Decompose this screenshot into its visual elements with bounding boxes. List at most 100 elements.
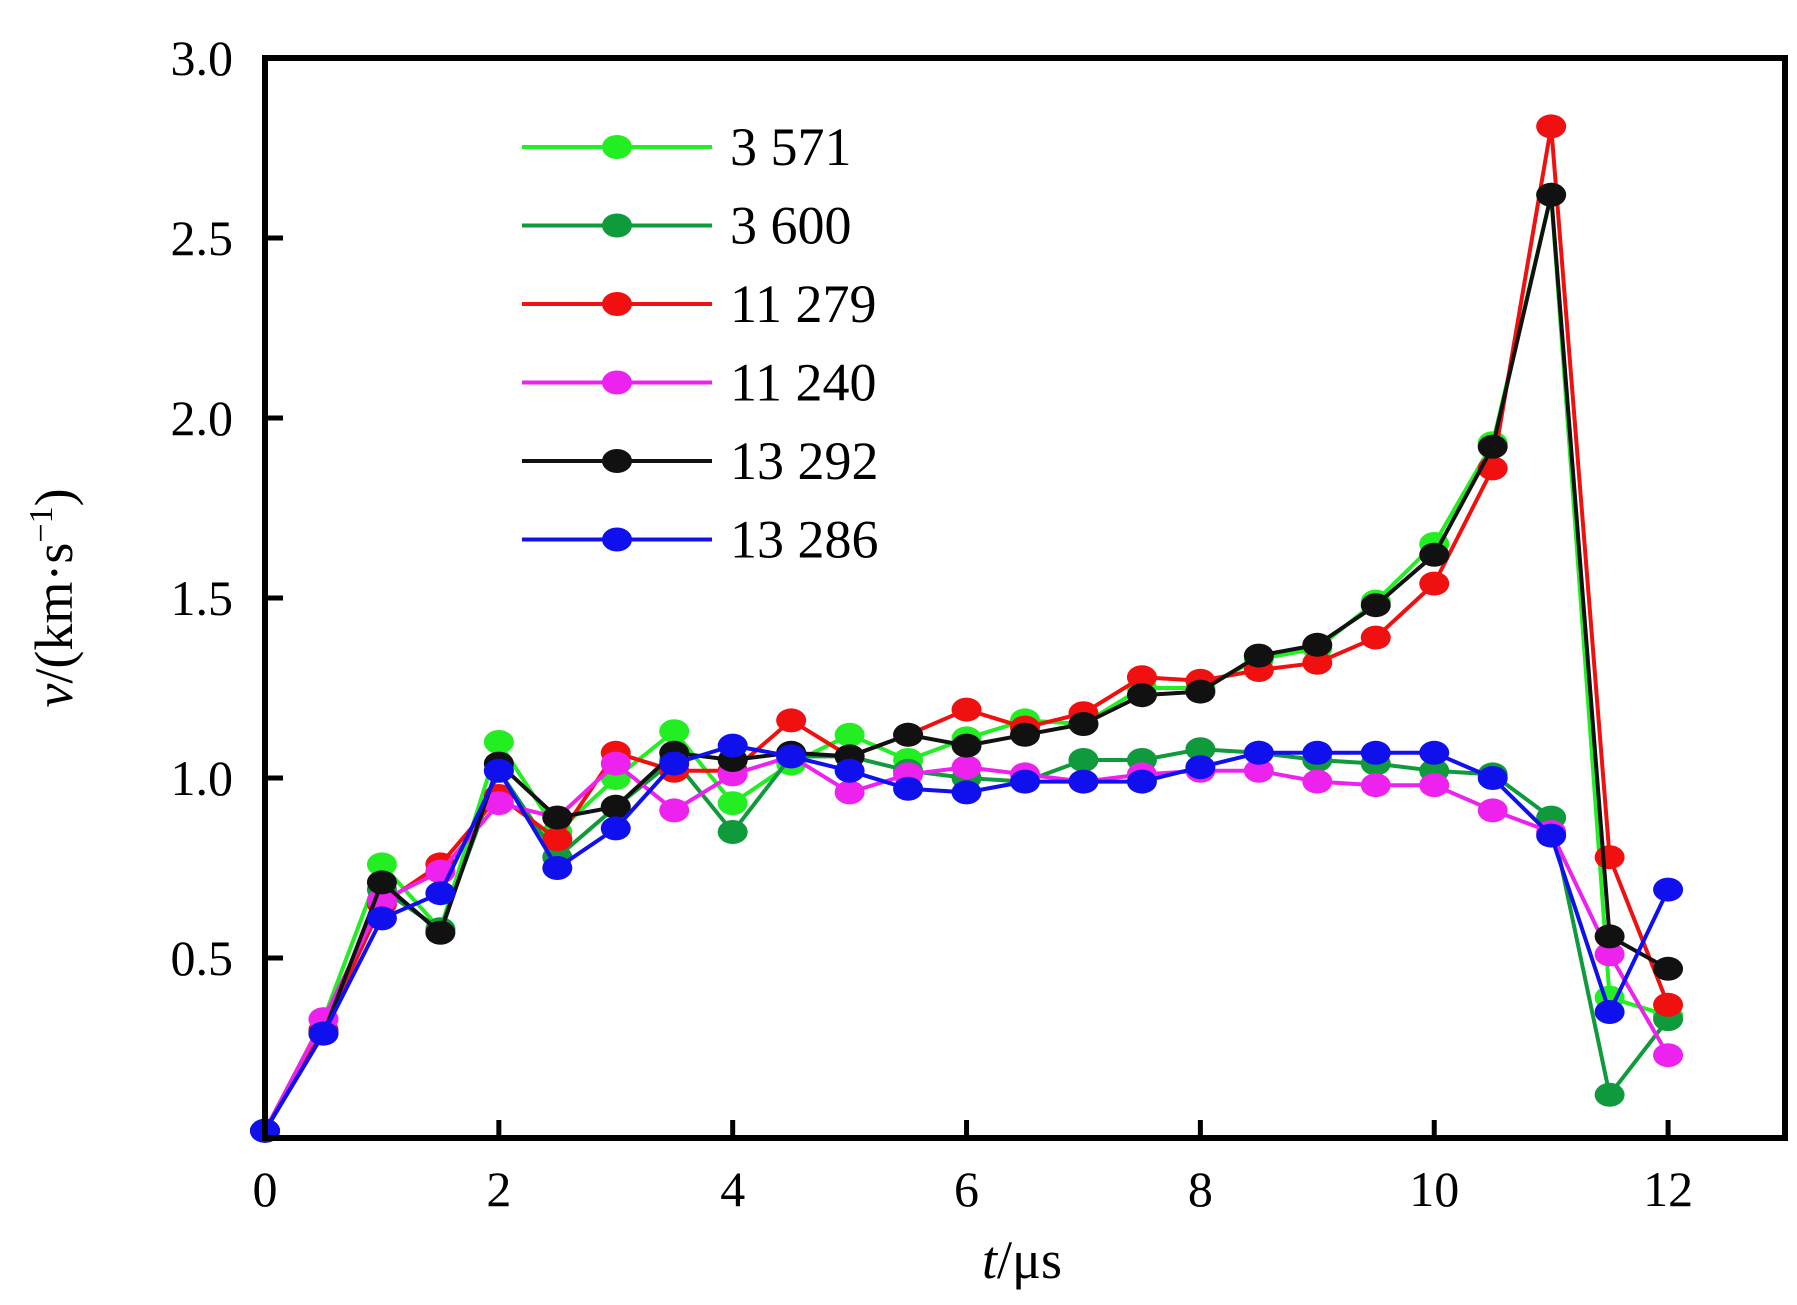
data-point — [893, 722, 924, 747]
x-tick-label: 8 — [1188, 1161, 1213, 1217]
data-point — [1010, 722, 1040, 747]
legend-marker — [602, 449, 632, 473]
y-axis-label: v/(km·s−1) — [23, 488, 84, 707]
data-point — [834, 722, 865, 747]
data-point — [834, 758, 865, 783]
legend-label: 13 292 — [730, 431, 879, 491]
data-point — [1536, 182, 1567, 207]
data-point — [1419, 740, 1450, 765]
x-tick-label: 10 — [1409, 1161, 1459, 1217]
data-point — [1477, 798, 1508, 823]
data-point — [483, 758, 514, 783]
data-point — [1185, 679, 1216, 704]
data-point — [1653, 1043, 1684, 1068]
legend-marker — [602, 213, 632, 238]
data-point — [1536, 114, 1567, 139]
data-point — [717, 733, 748, 758]
data-point — [366, 906, 397, 931]
data-point — [600, 751, 631, 776]
data-point — [951, 733, 982, 758]
legend-marker — [602, 527, 632, 552]
data-point — [425, 881, 456, 906]
legend-item: 3 600 — [522, 196, 852, 256]
data-point — [1126, 769, 1157, 794]
x-tick-label: 6 — [954, 1161, 979, 1217]
data-point — [600, 816, 631, 841]
legend-marker — [602, 135, 632, 159]
data-point — [1360, 740, 1391, 765]
data-point — [659, 798, 690, 823]
data-point — [1653, 956, 1684, 981]
data-point — [542, 827, 573, 852]
data-point — [1594, 845, 1625, 870]
data-point — [1068, 712, 1099, 736]
data-point — [1360, 593, 1391, 618]
x-axis-variable: t — [982, 1230, 999, 1290]
data-point — [1594, 1082, 1625, 1107]
series-6 — [250, 733, 1684, 1143]
data-point — [1126, 683, 1157, 708]
data-point — [308, 1021, 339, 1046]
y-tick-label: 1.5 — [171, 570, 234, 626]
data-point — [542, 856, 573, 880]
data-point — [1419, 773, 1450, 798]
legend-item: 13 292 — [522, 431, 879, 491]
data-point — [951, 697, 982, 722]
legend-item: 11 240 — [522, 353, 877, 413]
series-4 — [250, 744, 1684, 1143]
data-point — [542, 805, 573, 830]
legend: 3 571 3 600 11 279 11 240 13 292 13 286 — [522, 117, 879, 570]
data-point — [1185, 737, 1216, 762]
x-tick-label: 0 — [253, 1161, 278, 1217]
legend-label: 3 571 — [730, 117, 852, 177]
data-point — [1302, 650, 1333, 675]
data-point — [1068, 769, 1099, 794]
y-tick-label: 1.0 — [171, 750, 234, 806]
data-point — [366, 852, 397, 877]
data-point — [717, 820, 748, 844]
legend-label: 13 286 — [730, 510, 879, 570]
data-point — [483, 791, 514, 816]
x-axis-unit: /μs — [997, 1230, 1062, 1290]
data-point — [1243, 740, 1274, 765]
data-point — [1594, 942, 1625, 967]
x-axis-ticks: 0 2 4 6 8 10 12 — [253, 1120, 1693, 1217]
data-point — [1536, 823, 1567, 848]
x-tick-label: 12 — [1643, 1161, 1693, 1217]
legend-label: 3 600 — [730, 196, 852, 256]
data-point — [951, 755, 982, 780]
data-point — [951, 780, 982, 805]
legend-marker — [602, 370, 632, 395]
legend-label: 11 240 — [730, 353, 877, 413]
data-point — [1419, 571, 1450, 596]
x-tick-label: 2 — [486, 1161, 511, 1217]
data-point — [1185, 755, 1216, 780]
data-point — [776, 708, 807, 733]
legend-item: 11 279 — [522, 274, 877, 334]
y-axis-unit: /(km·s — [24, 543, 84, 684]
data-point — [1477, 766, 1508, 790]
data-point — [1302, 740, 1333, 765]
data-point — [1594, 924, 1625, 949]
data-point — [1594, 1000, 1625, 1024]
legend-label: 11 279 — [730, 274, 877, 334]
legend-marker — [602, 292, 632, 316]
y-axis-unit-close: ) — [24, 488, 84, 506]
data-point — [659, 719, 690, 744]
data-point — [483, 730, 514, 754]
y-tick-label: 2.5 — [171, 210, 234, 266]
data-point — [1126, 665, 1157, 690]
legend-item: 3 571 — [522, 117, 852, 177]
data-point — [1477, 434, 1508, 459]
legend-item: 13 286 — [522, 510, 879, 570]
data-point — [659, 751, 690, 776]
data-point — [600, 794, 631, 819]
data-point — [893, 776, 924, 801]
data-point — [776, 744, 807, 769]
y-tick-label: 2.0 — [171, 390, 234, 446]
y-axis-unit-exponent: −1 — [23, 506, 60, 542]
series-layer — [250, 114, 1684, 1143]
data-point — [834, 780, 865, 805]
x-axis-label: t/μs — [982, 1230, 1062, 1290]
